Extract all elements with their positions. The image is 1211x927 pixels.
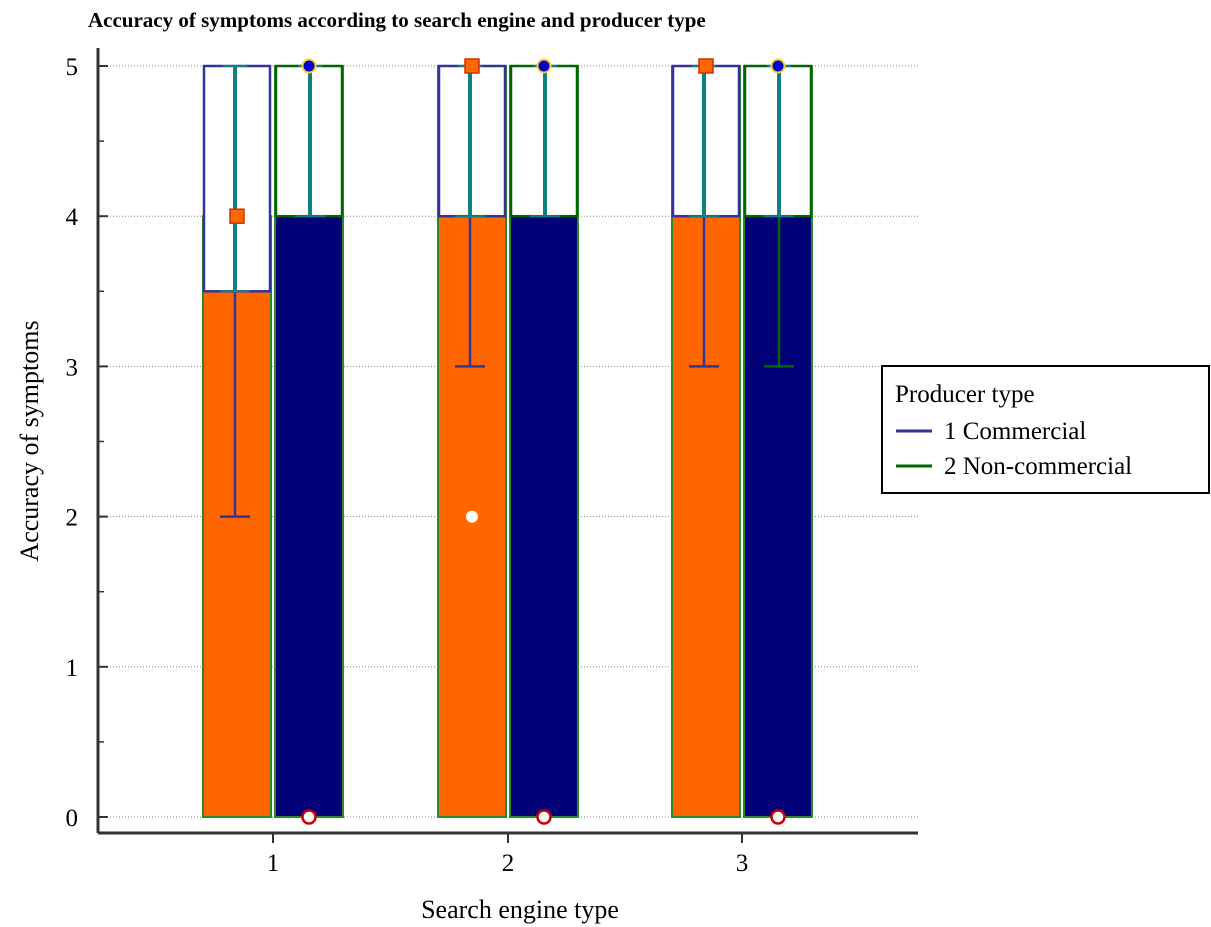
legend-box — [881, 365, 1210, 494]
outlier-point — [301, 809, 317, 825]
outlier-point — [466, 510, 478, 523]
mean-marker — [698, 58, 714, 74]
y-tick-label: 5 — [66, 54, 79, 81]
y-tick-label: 1 — [66, 655, 79, 682]
mean-marker — [301, 58, 317, 74]
x-tick-label: 1 — [267, 850, 280, 877]
x-tick-label: 3 — [736, 850, 749, 877]
outlier-point — [770, 809, 786, 825]
legend: Producer type 1 Commercial 2 Non-commerc… — [881, 365, 1210, 494]
box-plots — [202, 58, 813, 825]
mean-marker — [536, 58, 552, 74]
mean-marker — [229, 208, 245, 224]
y-tick-label: 0 — [66, 805, 79, 832]
y-tick-label: 2 — [66, 505, 79, 532]
mean-marker — [770, 58, 786, 74]
x-tick-label: 2 — [502, 850, 515, 877]
y-axis-label: Accuracy of symptoms — [15, 320, 44, 561]
legend-entry-commercial: 1 Commercial — [944, 418, 1086, 445]
y-tick-label: 3 — [66, 354, 79, 381]
axes: 0 1 2 3 4 5 1 2 3 — [66, 48, 918, 877]
chart-title: Accuracy of symptoms according to search… — [88, 8, 706, 32]
legend-entry-noncommercial: 2 Non-commercial — [944, 453, 1132, 480]
outlier-point — [536, 809, 552, 825]
mean-marker — [464, 58, 480, 74]
x-axis-label: Search engine type — [421, 895, 619, 924]
legend-title: Producer type — [895, 381, 1035, 408]
y-tick-label: 4 — [66, 204, 79, 231]
